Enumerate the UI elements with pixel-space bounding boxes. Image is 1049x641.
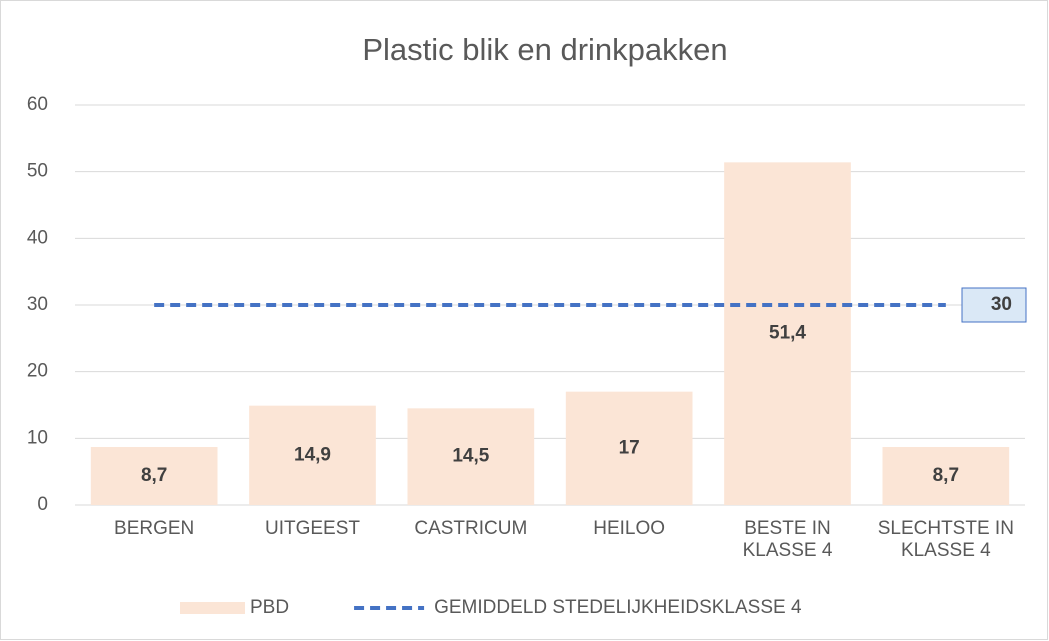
legend-swatch bbox=[180, 602, 245, 614]
chart-title: Plastic blik en drinkpakken bbox=[362, 32, 727, 67]
y-tick-label: 50 bbox=[27, 161, 48, 182]
data-label: 30 bbox=[991, 294, 1012, 315]
data-label: 51,4 bbox=[769, 323, 806, 344]
bar bbox=[407, 408, 535, 505]
legend-label: GEMIDDELD STEDELIJKHEIDSKLASSE 4 bbox=[434, 597, 802, 618]
y-tick-label: 40 bbox=[27, 227, 48, 248]
bar bbox=[724, 162, 851, 506]
y-tick-label: 10 bbox=[27, 427, 48, 448]
data-label-box bbox=[961, 287, 1027, 323]
data-label: 14,5 bbox=[452, 446, 489, 467]
x-tick-label: UITGEEST bbox=[264, 518, 360, 539]
x-tick-label: BESTE IN KLASSE 4 bbox=[742, 518, 833, 561]
bar bbox=[90, 447, 218, 505]
data-label: 8,7 bbox=[933, 465, 959, 486]
x-tick-label: SLECHTSTE IN KLASSE 4 bbox=[877, 518, 1014, 561]
y-tick-label: 30 bbox=[27, 294, 48, 315]
x-tick-label: CASTRICUM bbox=[414, 518, 528, 539]
data-label: 8,7 bbox=[141, 465, 167, 486]
y-tick-label: 60 bbox=[27, 94, 48, 115]
y-tick-label: 20 bbox=[27, 361, 48, 382]
data-label: 14,9 bbox=[294, 444, 331, 465]
legend-label: PBD bbox=[250, 597, 289, 618]
data-label: 17 bbox=[619, 437, 640, 458]
bar bbox=[882, 447, 1010, 505]
x-tick-label: BERGEN bbox=[114, 518, 195, 539]
bar bbox=[565, 391, 693, 505]
bar bbox=[249, 405, 376, 505]
x-tick-label: HEILOO bbox=[593, 518, 666, 539]
y-tick-label: 0 bbox=[37, 494, 48, 515]
